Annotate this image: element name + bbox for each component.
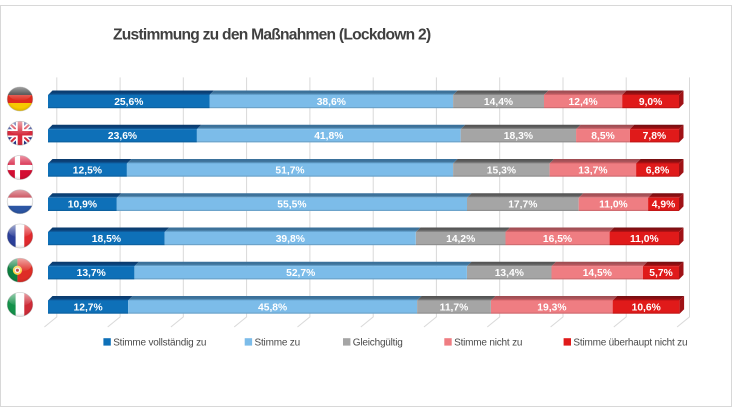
svg-text:13,4%: 13,4% bbox=[495, 268, 524, 279]
svg-text:18,3%: 18,3% bbox=[504, 131, 533, 142]
svg-text:Gleichgültig: Gleichgültig bbox=[353, 337, 403, 348]
svg-text:Stimme überhaupt nicht zu: Stimme überhaupt nicht zu bbox=[573, 337, 687, 348]
svg-text:12,4%: 12,4% bbox=[568, 97, 597, 108]
svg-text:12,5%: 12,5% bbox=[73, 165, 102, 176]
svg-text:11,0%: 11,0% bbox=[630, 234, 659, 245]
svg-text:9,0%: 9,0% bbox=[639, 97, 662, 108]
svg-text:39,8%: 39,8% bbox=[276, 234, 305, 245]
svg-text:19,3%: 19,3% bbox=[537, 302, 566, 313]
svg-text:4,9%: 4,9% bbox=[652, 200, 675, 211]
svg-text:11,0%: 11,0% bbox=[599, 200, 628, 211]
svg-text:23,6%: 23,6% bbox=[108, 131, 137, 142]
svg-text:14,2%: 14,2% bbox=[446, 234, 475, 245]
svg-text:17,7%: 17,7% bbox=[508, 200, 537, 211]
svg-text:Stimme nicht zu: Stimme nicht zu bbox=[454, 337, 522, 348]
svg-text:5,7%: 5,7% bbox=[649, 268, 672, 279]
svg-text:25,6%: 25,6% bbox=[114, 97, 143, 108]
svg-text:15,3%: 15,3% bbox=[487, 165, 516, 176]
svg-text:41,8%: 41,8% bbox=[314, 131, 343, 142]
svg-text:16,5%: 16,5% bbox=[543, 234, 572, 245]
svg-text:55,5%: 55,5% bbox=[277, 200, 306, 211]
svg-text:13,7%: 13,7% bbox=[77, 268, 106, 279]
svg-text:6,8%: 6,8% bbox=[646, 165, 669, 176]
svg-text:Zustimmung zu den Maßnahmen (L: Zustimmung zu den Maßnahmen (Lockdown 2) bbox=[113, 27, 431, 44]
svg-text:10,9%: 10,9% bbox=[68, 200, 97, 211]
svg-text:12,7%: 12,7% bbox=[73, 302, 102, 313]
svg-text:Stimme vollständig zu: Stimme vollständig zu bbox=[113, 337, 206, 348]
svg-text:51,7%: 51,7% bbox=[275, 165, 304, 176]
svg-text:Stimme zu: Stimme zu bbox=[255, 337, 300, 348]
svg-text:14,5%: 14,5% bbox=[583, 268, 612, 279]
svg-text:10,6%: 10,6% bbox=[632, 302, 661, 313]
svg-text:7,8%: 7,8% bbox=[643, 131, 666, 142]
svg-text:18,5%: 18,5% bbox=[92, 234, 121, 245]
svg-text:38,6%: 38,6% bbox=[317, 97, 346, 108]
svg-text:13,7%: 13,7% bbox=[578, 165, 607, 176]
svg-text:45,8%: 45,8% bbox=[258, 302, 287, 313]
svg-text:52,7%: 52,7% bbox=[286, 268, 315, 279]
svg-text:14,4%: 14,4% bbox=[484, 97, 513, 108]
svg-text:11,7%: 11,7% bbox=[440, 302, 469, 313]
svg-text:8,5%: 8,5% bbox=[591, 131, 614, 142]
